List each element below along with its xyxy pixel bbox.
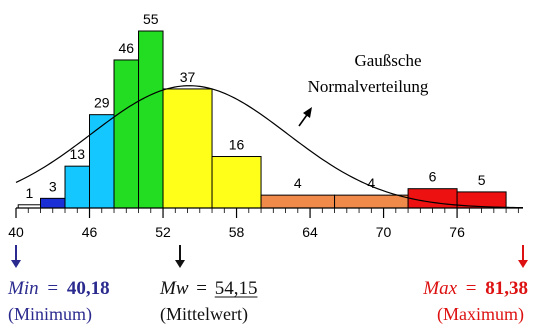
- bar-value-label-3: 13: [69, 146, 85, 162]
- mean-note: (Mittelwert): [160, 304, 248, 325]
- x-tick-label-40: 40: [8, 224, 24, 240]
- max-equals: =: [466, 278, 477, 299]
- min-label: Min = 40,18: [7, 278, 110, 299]
- min-symbol: Min: [7, 278, 39, 299]
- histogram-bar-6: [138, 30, 164, 209]
- histogram-bar-11: [407, 188, 458, 209]
- mean-value: 54,15: [215, 278, 258, 299]
- bar-value-label-8: 16: [229, 137, 245, 153]
- bar-value-label-2: 3: [49, 178, 57, 194]
- min-value: 40,18: [67, 278, 110, 299]
- bars-layer: [17, 30, 507, 209]
- bar-value-label-10: 4: [367, 175, 375, 191]
- x-tick-label-76: 76: [449, 224, 465, 240]
- x-tick-label-64: 64: [302, 224, 318, 240]
- max-symbol: Max: [422, 278, 457, 299]
- mean-down-arrow: [175, 245, 185, 268]
- x-tick-label-70: 70: [376, 224, 392, 240]
- max-label: Max = 81,38: [422, 278, 528, 299]
- histogram-bar-8: [211, 156, 262, 209]
- min-annotation: Min = 40,18 (Minimum): [7, 245, 110, 325]
- curve-label-line-2: Normalverteilung: [308, 77, 429, 96]
- histogram-bar-9: [260, 194, 336, 209]
- bar-value-label-12: 5: [478, 172, 486, 188]
- x-ticks-layer: 40 46 52 58 64 70 76: [8, 208, 519, 240]
- mean-label: Mw = 54,15: [159, 278, 257, 299]
- max-annotation: Max = 81,38 (Maximum): [422, 245, 528, 325]
- curve-pointer-arrow: [298, 107, 312, 127]
- max-down-arrow: [518, 245, 528, 268]
- x-tick-label-58: 58: [229, 224, 245, 240]
- bar-value-label-7: 37: [180, 69, 196, 85]
- max-note: (Maximum): [437, 304, 524, 325]
- mean-equals: =: [196, 278, 207, 299]
- bar-value-label-9: 4: [294, 175, 302, 191]
- min-down-arrow: [11, 245, 21, 268]
- histogram-bar-7: [162, 88, 213, 209]
- bar-value-label-5: 46: [118, 40, 134, 56]
- bar-value-label-11: 6: [429, 169, 437, 185]
- histogram-bar-5: [113, 59, 140, 209]
- normal-curve: [15, 85, 524, 209]
- histogram-bar-2: [40, 197, 66, 209]
- mean-annotation: Mw = 54,15 (Mittelwert): [159, 245, 258, 325]
- histogram-bar-3: [64, 165, 91, 209]
- max-value: 81,38: [485, 278, 528, 299]
- x-tick-label-46: 46: [82, 224, 98, 240]
- x-tick-label-52: 52: [155, 224, 171, 240]
- curve-label: Gaußsche Normalverteilung: [308, 51, 429, 96]
- histogram-bar-10: [334, 194, 409, 209]
- curve-label-line-1: Gaußsche: [354, 51, 421, 70]
- min-note: (Minimum): [8, 304, 92, 325]
- histogram-bar-4: [89, 114, 115, 209]
- bar-value-label-4: 29: [94, 95, 110, 111]
- bar-value-label-1: 1: [25, 185, 33, 201]
- min-equals: =: [47, 278, 58, 299]
- bar-value-label-6: 55: [143, 11, 159, 27]
- mean-symbol: Mw: [159, 278, 189, 299]
